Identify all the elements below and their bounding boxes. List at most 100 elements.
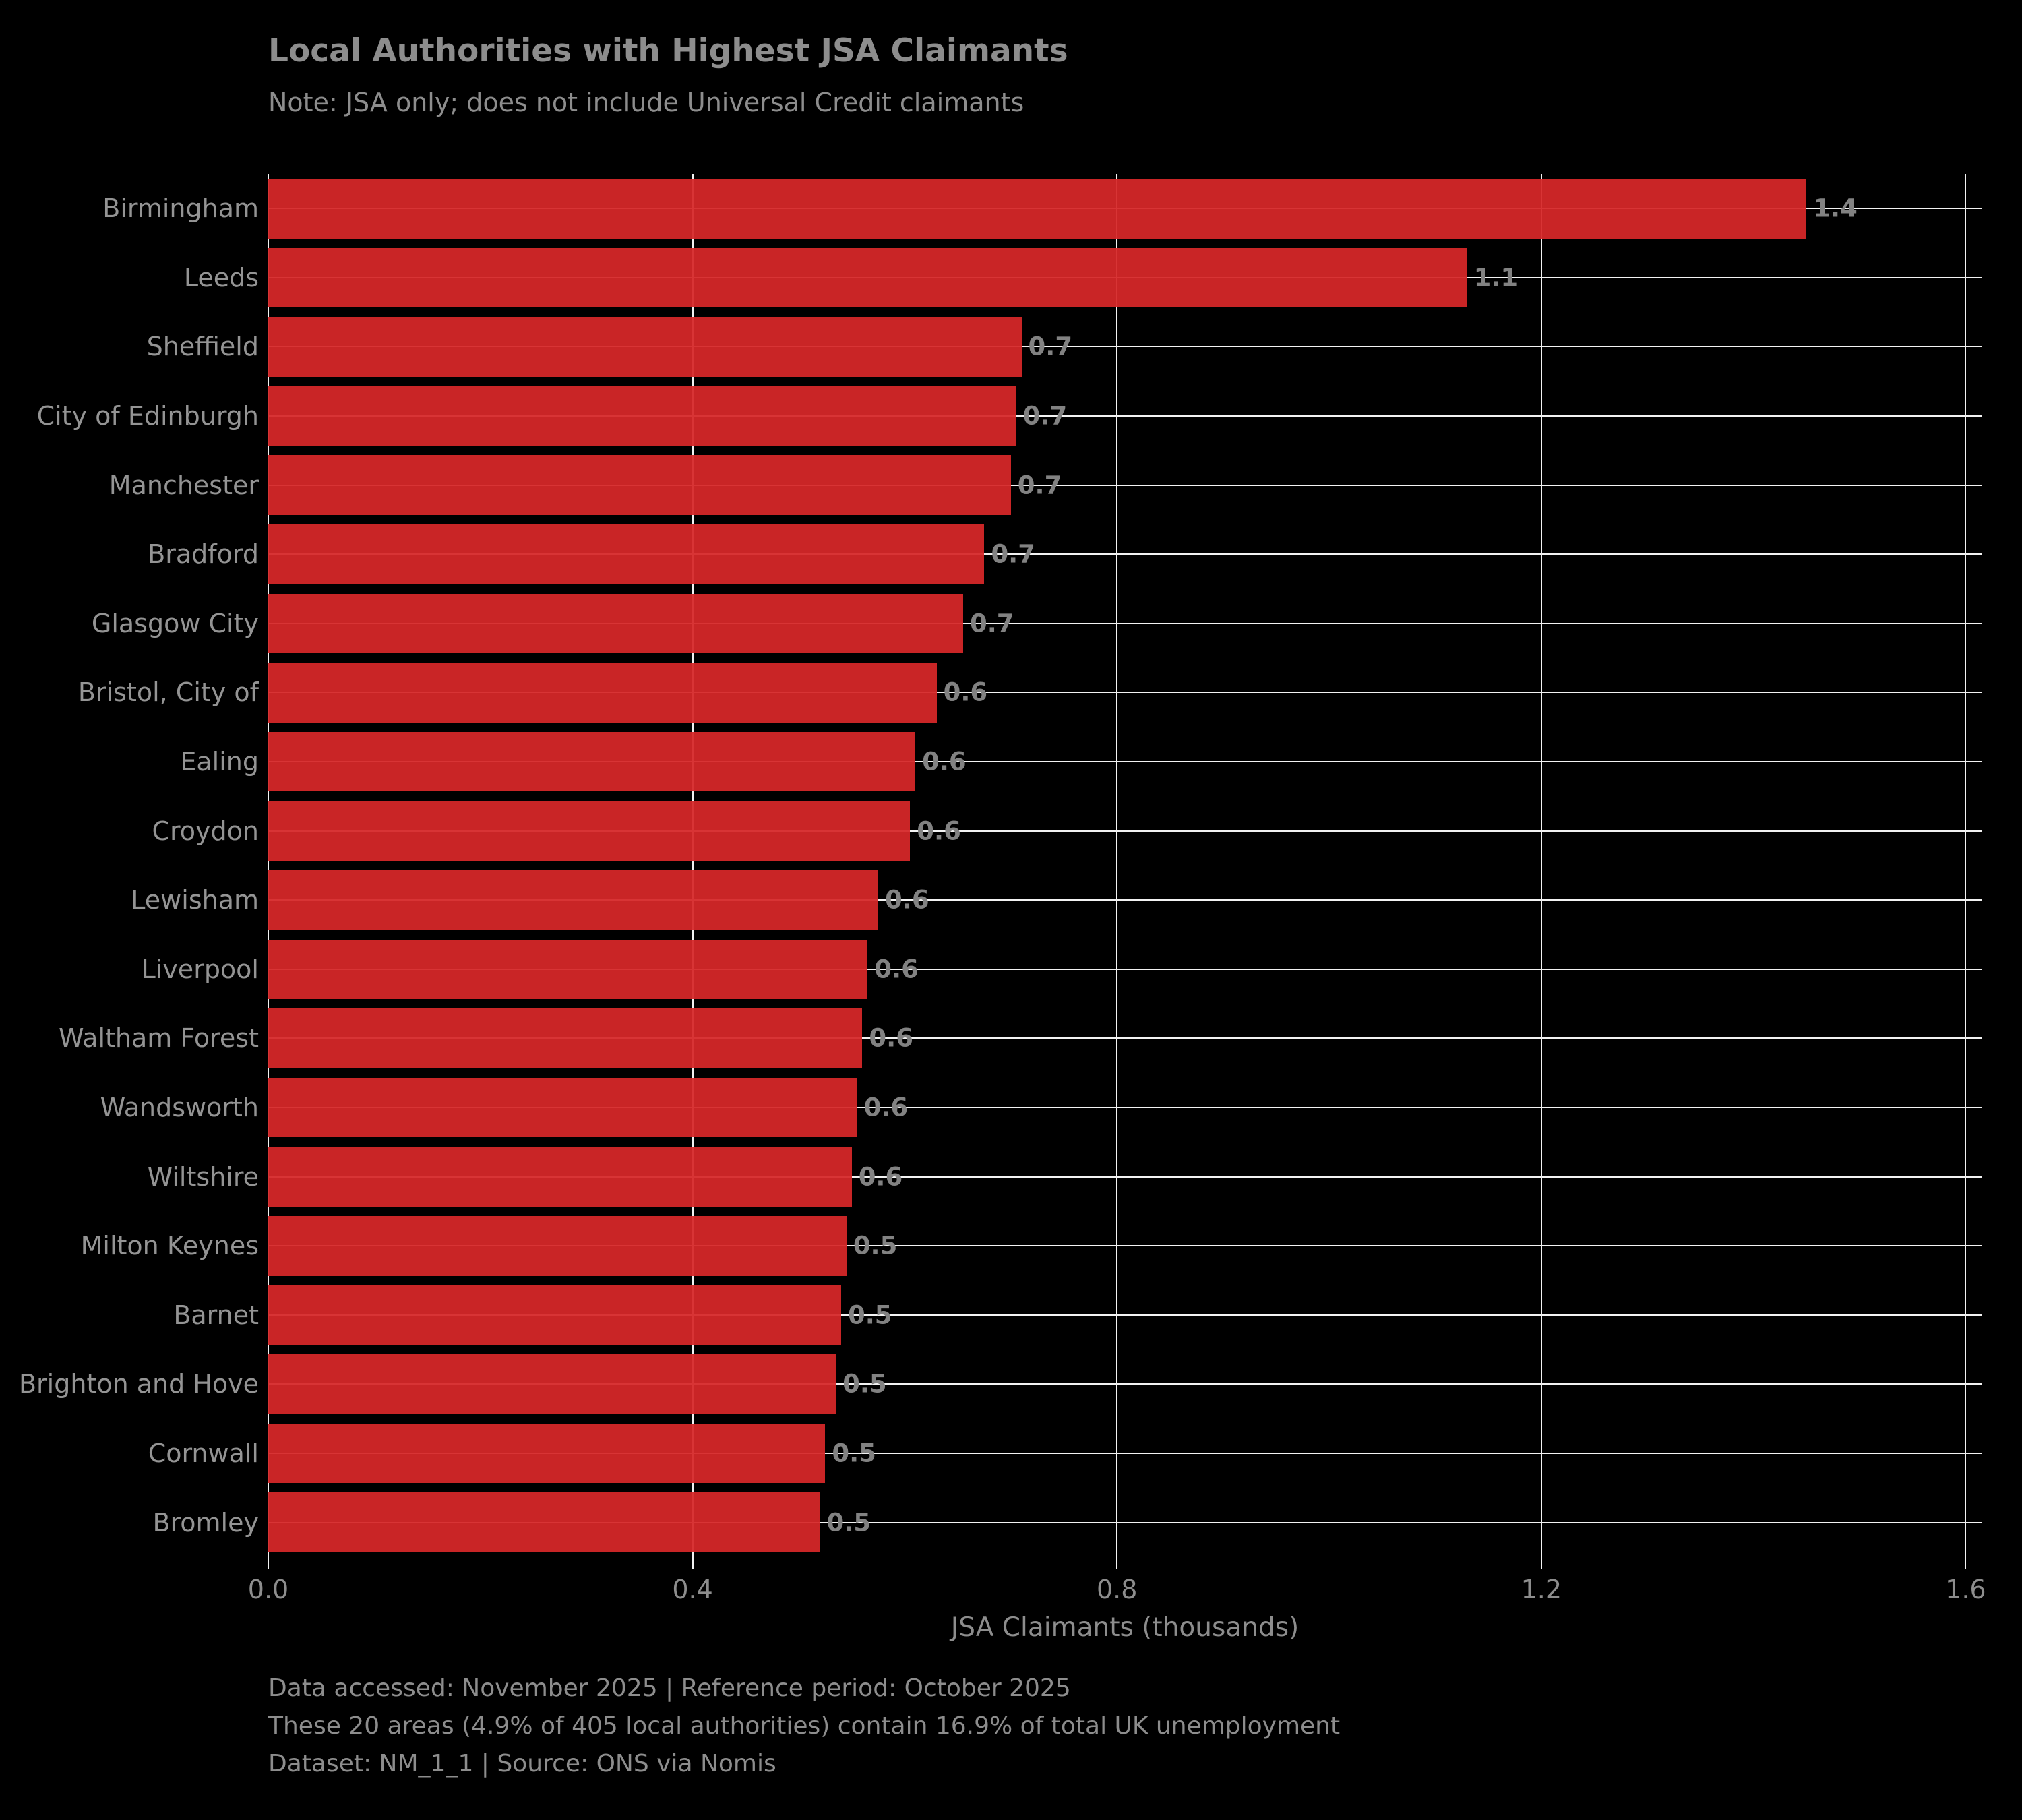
y-axis-spine [268, 174, 269, 1557]
y-axis-tick-label: Sheffield [146, 332, 259, 362]
bar [268, 1008, 863, 1068]
x-axis-tick-label: 0.0 [247, 1575, 289, 1604]
x-axis-tick [1540, 1557, 1542, 1569]
bar [268, 1492, 820, 1552]
x-axis-tick-label: 0.8 [1096, 1575, 1138, 1604]
bar [268, 179, 1807, 239]
bar-value-label: 0.5 [853, 1231, 898, 1261]
bar-row: 0.6 [268, 727, 1982, 797]
bar [268, 731, 916, 792]
bar-row: 0.5 [268, 1349, 1982, 1419]
footer-note-line: Data accessed: November 2025 | Reference… [268, 1674, 1071, 1702]
y-axis-tick-label: Milton Keynes [80, 1231, 259, 1261]
y-axis-tick-label: Liverpool [141, 954, 259, 984]
bar-value-label: 0.6 [943, 677, 988, 707]
grid-line-horizontal [268, 346, 1982, 348]
grid-line-horizontal [268, 1245, 1982, 1247]
y-axis-tick-label: Waltham Forest [59, 1023, 259, 1054]
grid-line-horizontal [268, 692, 1982, 694]
y-axis-tick-label: Leeds [183, 262, 259, 293]
grid-line-horizontal [268, 830, 1982, 832]
grid-line-horizontal [268, 1383, 1982, 1385]
grid-line-horizontal [268, 1314, 1982, 1316]
bar-value-label: 0.7 [1022, 401, 1068, 431]
bar-row: 0.7 [268, 382, 1982, 451]
chart-subtitle: Note: JSA only; does not include Univers… [268, 88, 1024, 117]
y-axis-tick-label: Cornwall [148, 1438, 259, 1469]
bar [268, 524, 985, 584]
bar-row: 0.6 [268, 1142, 1982, 1211]
grid-line-horizontal [268, 553, 1982, 555]
grid-line-vertical [1116, 174, 1118, 1557]
bar-value-label: 0.6 [885, 885, 929, 915]
bar-row: 1.1 [268, 243, 1982, 313]
bar-row: 0.7 [268, 520, 1982, 589]
bar-value-label: 0.6 [917, 816, 961, 846]
bar-value-label: 0.7 [1028, 332, 1073, 361]
bar-value-label: 0.7 [991, 539, 1035, 569]
y-axis-tick-label: Lewisham [131, 885, 259, 915]
x-axis-tick-label: 0.4 [672, 1575, 713, 1604]
bar-row: 0.6 [268, 1073, 1982, 1143]
grid-line-horizontal [268, 484, 1982, 486]
bar-row: 0.7 [268, 589, 1982, 659]
bar-row: 0.6 [268, 658, 1982, 727]
x-axis-tick-label: 1.6 [1945, 1575, 1986, 1604]
bar-row: 1.4 [268, 174, 1982, 243]
bar-row: 0.6 [268, 866, 1982, 935]
y-axis-tick-label: City of Edinburgh [36, 401, 259, 431]
bar-value-label: 0.6 [863, 1093, 909, 1122]
bar-value-label: 0.6 [858, 1162, 903, 1192]
x-axis-tick-labels: 0.0 0.4 0.8 1.2 1.6 [248, 1575, 1986, 1608]
y-axis-labels: Birmingham Leeds Sheffield City of Edinburg… [0, 174, 259, 1557]
x-axis-label: JSA Claimants (thousands) [950, 1612, 1299, 1643]
x-axis-tick [692, 1557, 694, 1569]
y-axis-tick-label: Bristol, City of [78, 677, 259, 708]
bar [268, 801, 911, 861]
bar-row: 0.7 [268, 312, 1982, 382]
footer-note-line: Dataset: NM_1_1 | Source: ONS via Nomis [268, 1750, 776, 1778]
y-axis-tick-label: Wandsworth [100, 1093, 259, 1123]
grid-line-horizontal [268, 1176, 1982, 1178]
y-axis-tick-label: Bradford [148, 539, 259, 570]
x-axis-ticks [268, 1557, 1982, 1572]
bar-row: 0.5 [268, 1281, 1982, 1350]
bar-row: 0.7 [268, 450, 1982, 520]
bar-value-label: 0.6 [869, 1023, 913, 1053]
grid-line-horizontal [268, 761, 1982, 763]
grid-line-vertical [692, 174, 694, 1557]
bar [268, 1077, 857, 1138]
bar [268, 870, 879, 930]
bar-value-label: 0.5 [842, 1369, 887, 1399]
bar-value-label: 0.6 [922, 747, 967, 777]
x-axis-tick [1965, 1557, 1967, 1569]
bar [268, 386, 1016, 446]
y-axis-tick-label: Ealing [180, 747, 259, 777]
bar [268, 247, 1467, 308]
bar-value-label: 0.5 [832, 1438, 876, 1468]
grid-line-horizontal [268, 1453, 1982, 1455]
x-axis-tick [1116, 1557, 1118, 1569]
bar-value-label: 0.6 [874, 954, 919, 984]
grid-line-horizontal [268, 1037, 1982, 1039]
x-axis-tick-label: 1.2 [1521, 1575, 1562, 1604]
grid-line-vertical [1965, 174, 1967, 1557]
bar-row: 0.5 [268, 1488, 1982, 1557]
y-axis-tick-label: Bromley [152, 1507, 259, 1538]
bar-value-label: 0.7 [1017, 471, 1062, 500]
y-axis-tick-label: Glasgow City [91, 608, 259, 638]
chart-title: Local Authorities with Highest JSA Claim… [268, 32, 1068, 69]
bar [268, 455, 1011, 515]
footer-note-line: These 20 areas (4.9% of 405 local author… [268, 1712, 1341, 1740]
bar [268, 1423, 826, 1484]
bar-row: 0.6 [268, 1004, 1982, 1073]
grid-line-horizontal [268, 968, 1982, 970]
grid-line-horizontal [268, 415, 1982, 417]
y-axis-tick-label: Manchester [109, 470, 259, 500]
bar-value-label: 0.5 [847, 1300, 892, 1330]
bar-row: 0.6 [268, 796, 1982, 866]
bar-row: 0.5 [268, 1211, 1982, 1281]
y-axis-tick-label: Croydon [152, 816, 259, 846]
bar-value-label: 1.4 [1813, 193, 1858, 223]
